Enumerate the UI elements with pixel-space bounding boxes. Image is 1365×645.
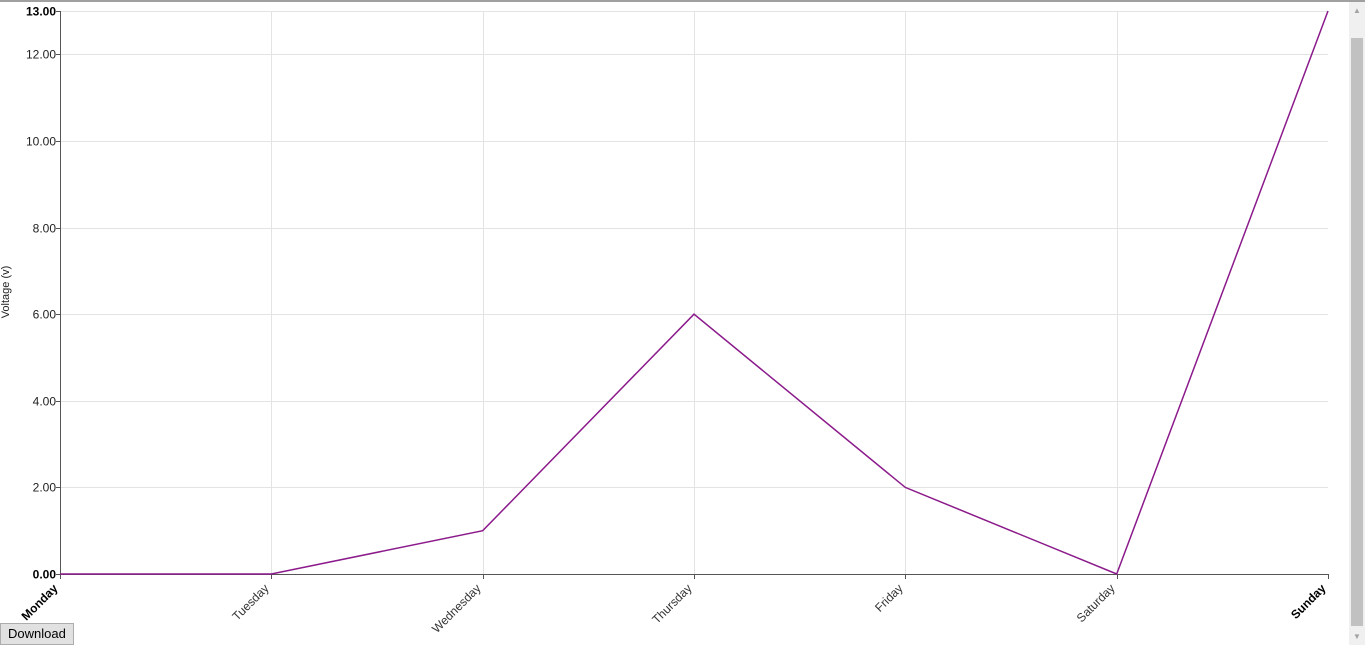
window-top-border — [0, 0, 1365, 2]
scrollbar-thumb[interactable] — [1351, 38, 1363, 626]
x-tick-labels: Monday Tuesday Wednesday Thursday Friday Satu… — [19, 581, 1329, 636]
axis-layer — [56, 11, 1329, 579]
y-tick-label: 12.00 — [26, 48, 56, 62]
line-chart: 0.00 2.00 4.00 6.00 8.00 10.00 12.00 13.00 Mond… — [0, 5, 1329, 636]
y-tick-label: 2.00 — [33, 481, 57, 495]
series-line — [60, 10, 1329, 575]
y-tick-label: 4.00 — [33, 395, 57, 409]
series-layer — [60, 10, 1329, 575]
download-button[interactable]: Download — [0, 623, 74, 645]
vertical-scrollbar[interactable]: ▲ ▼ — [1349, 2, 1365, 645]
y-tick-label: 10.00 — [26, 135, 56, 149]
scroll-down-icon[interactable]: ▼ — [1353, 632, 1361, 641]
x-tick-label: Sunday — [1288, 581, 1329, 622]
y-tick-label: 0.00 — [33, 568, 57, 582]
y-tick-label: 13.00 — [26, 5, 56, 19]
x-tick-label: Saturday — [1074, 581, 1118, 625]
x-tick-label: Monday — [19, 581, 61, 623]
y-axis-label: Voltage (v) — [0, 266, 12, 319]
grid-layer — [60, 11, 1328, 575]
x-tick-label: Friday — [872, 581, 905, 614]
y-tick-label: 6.00 — [33, 308, 57, 322]
y-tick-label: 8.00 — [33, 222, 57, 236]
x-tick-label: Thursday — [649, 581, 694, 626]
scroll-up-icon[interactable]: ▲ — [1353, 6, 1361, 15]
x-tick-label: Tuesday — [229, 581, 271, 623]
x-tick-label: Wednesday — [429, 581, 484, 636]
y-tick-labels: 0.00 2.00 4.00 6.00 8.00 10.00 12.00 13.00 — [26, 5, 56, 582]
